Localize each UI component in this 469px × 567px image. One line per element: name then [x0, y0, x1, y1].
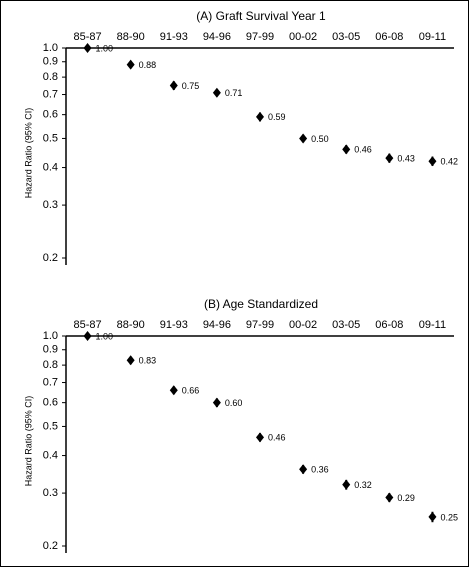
x-tick-label: 06-08	[375, 319, 403, 331]
value-label: 0.71	[225, 88, 243, 98]
value-label: 0.42	[440, 157, 458, 167]
x-tick-label: 85-87	[73, 319, 101, 331]
y-tick-label: 0.5	[43, 132, 58, 144]
y-tick-label: 0.7	[43, 88, 58, 100]
x-tick-label: 94-96	[203, 31, 231, 43]
x-tick-label: 91-93	[160, 319, 188, 331]
y-tick-label: 1.0	[43, 330, 58, 342]
x-tick-label: 03-05	[332, 31, 360, 43]
value-label: 0.88	[139, 60, 157, 70]
point	[299, 464, 308, 475]
chart-title: (B) Age Standardized	[204, 297, 318, 311]
y-axis-label: Hazard Ratio (95% CI)	[23, 108, 33, 199]
y-tick-label: 0.5	[43, 420, 58, 432]
value-label: 0.25	[440, 512, 458, 522]
value-label: 0.75	[182, 81, 200, 91]
point	[126, 59, 135, 70]
chart-title: (A) Graft Survival Year 1	[196, 9, 326, 23]
point	[428, 511, 437, 522]
point	[169, 385, 178, 396]
value-label: 0.59	[268, 112, 286, 122]
y-tick-label: 0.6	[43, 397, 58, 409]
x-tick-label: 97-99	[246, 31, 274, 43]
y-tick-label: 0.2	[43, 540, 58, 552]
point	[83, 43, 92, 53]
x-tick-label: 06-08	[375, 31, 403, 43]
x-tick-label: 94-96	[203, 319, 231, 331]
value-label: 0.83	[139, 356, 157, 366]
point	[299, 133, 308, 144]
point	[212, 397, 221, 408]
x-tick-label: 03-05	[332, 319, 360, 331]
point	[83, 331, 92, 341]
point	[385, 492, 394, 503]
y-tick-label: 0.3	[43, 487, 58, 499]
y-tick-label: 0.9	[43, 56, 58, 68]
x-tick-label: 09-11	[419, 319, 446, 331]
x-tick-label: 00-02	[289, 319, 317, 331]
value-label: 0.29	[397, 493, 415, 503]
y-tick-label: 0.7	[43, 376, 58, 388]
y-tick-label: 0.8	[43, 359, 58, 371]
point	[169, 80, 178, 91]
y-tick-label: 0.4	[43, 161, 58, 173]
point	[342, 479, 351, 490]
point	[256, 111, 264, 122]
x-tick-label: 88-90	[117, 319, 145, 331]
point	[342, 144, 351, 155]
value-label: 0.43	[397, 153, 415, 163]
x-tick-label: 97-99	[246, 319, 274, 331]
y-tick-label: 1.0	[43, 42, 58, 54]
value-label: 0.50	[311, 134, 329, 144]
point	[212, 87, 221, 98]
value-label: 0.66	[182, 386, 200, 396]
y-tick-label: 0.8	[43, 71, 58, 83]
point	[428, 156, 437, 167]
y-tick-label: 0.4	[43, 449, 58, 461]
x-tick-label: 85-87	[73, 31, 101, 43]
y-tick-label: 0.9	[43, 344, 58, 356]
value-label: 0.60	[225, 398, 243, 408]
x-tick-label: 09-11	[419, 31, 446, 43]
value-label: 1.00	[96, 43, 114, 53]
y-tick-label: 0.3	[43, 199, 58, 211]
y-tick-label: 0.6	[43, 109, 58, 121]
point	[256, 432, 264, 443]
point	[385, 153, 394, 164]
value-label: 1.00	[96, 331, 114, 341]
value-label: 0.46	[268, 433, 286, 443]
y-tick-label: 0.2	[43, 252, 58, 264]
x-tick-label: 88-90	[117, 31, 145, 43]
value-label: 0.36	[311, 465, 329, 475]
x-tick-label: 91-93	[160, 31, 188, 43]
x-tick-label: 00-02	[289, 31, 317, 43]
value-label: 0.32	[354, 480, 372, 490]
value-label: 0.46	[354, 145, 372, 155]
y-axis-label: Hazard Ratio (95% CI)	[23, 396, 33, 487]
point	[126, 355, 135, 366]
